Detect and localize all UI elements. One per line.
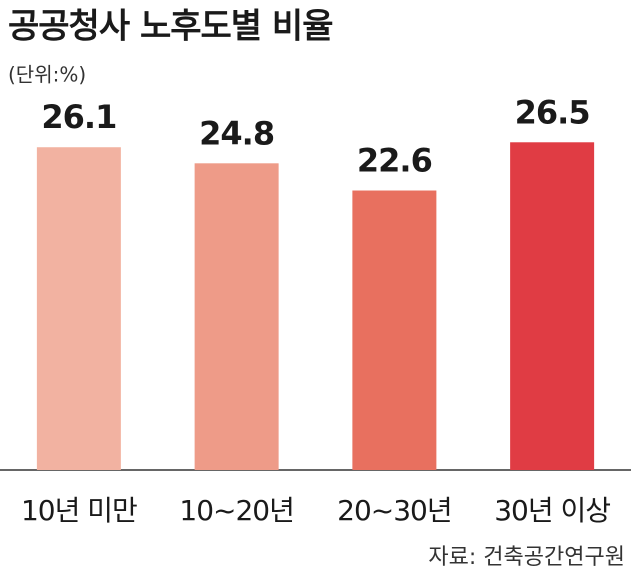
value-label: 24.8 — [199, 114, 274, 152]
x-tick-label: 10년 미만 — [21, 494, 137, 527]
x-tick-label: 20~30년 — [337, 494, 451, 527]
value-label: 26.1 — [41, 98, 116, 136]
value-label: 26.5 — [515, 93, 590, 131]
x-tick-label: 10~20년 — [179, 494, 293, 527]
chart-title: 공공청사 노후도별 비율 — [8, 7, 333, 47]
bar — [510, 142, 595, 471]
bar — [352, 190, 437, 470]
x-tick-label: 30년 이상 — [494, 494, 610, 527]
bar — [36, 147, 121, 471]
source: 자료: 건축공간연구원 — [428, 545, 625, 570]
value-label: 22.6 — [357, 142, 432, 180]
unit-label: (단위:%) — [8, 63, 86, 87]
bar — [194, 163, 279, 470]
